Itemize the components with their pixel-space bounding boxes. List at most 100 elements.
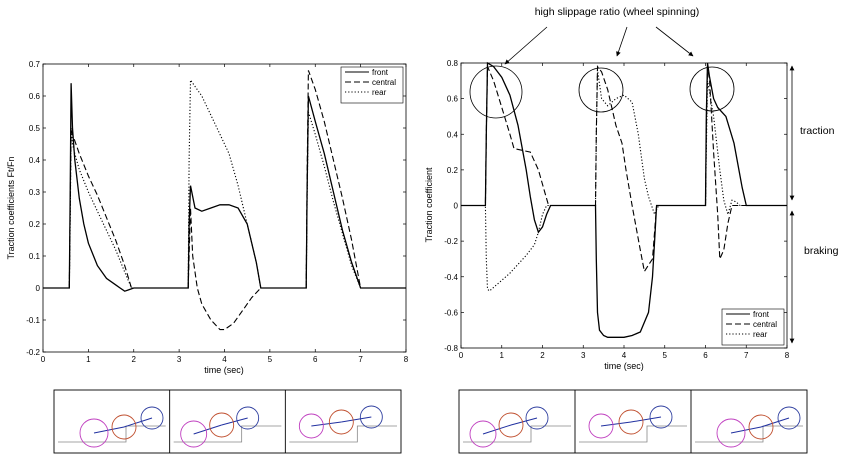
- ground-step: [695, 425, 803, 443]
- x-tick-label: 4: [622, 351, 627, 360]
- y-tick-label: 0.6: [29, 92, 41, 101]
- annotation-arrow-2: [616, 26, 628, 57]
- legend-label-central: central: [372, 78, 396, 87]
- y-tick-label: 0.5: [29, 124, 41, 133]
- legend-label-central: central: [753, 320, 777, 329]
- robot-wheel: [777, 406, 801, 430]
- series-line-front: [43, 83, 406, 292]
- y-tick-label: 0: [454, 202, 459, 211]
- x-tick-label: 6: [313, 355, 318, 364]
- robot-link: [221, 417, 248, 426]
- robot-link: [510, 417, 538, 426]
- slippage-annotation: high slippage ratio (wheel spinning): [535, 6, 700, 18]
- y-tick-label: 0.3: [29, 188, 41, 197]
- x-tick-label: 6: [703, 351, 708, 360]
- legend-label-front: front: [753, 310, 770, 319]
- legend-box: [721, 308, 785, 346]
- x-tick-label: 2: [132, 355, 137, 364]
- y-tick-label: 0: [36, 284, 41, 293]
- legend-box: [340, 66, 404, 104]
- ground-step: [58, 425, 166, 443]
- robot-wheel: [111, 414, 137, 440]
- robot-link: [341, 416, 372, 423]
- x-tick-label: 8: [785, 351, 790, 360]
- robot-wheel: [236, 406, 260, 430]
- series-line-central: [461, 65, 787, 273]
- x-axis-label-right: time (sec): [604, 361, 644, 371]
- y-tick-label: -0.8: [444, 344, 458, 353]
- robot-wheel: [180, 420, 208, 448]
- ground-step: [463, 425, 571, 443]
- y-axis-label-left: Traction coefficients Ft/Fn: [6, 156, 16, 259]
- robot-wheel: [140, 406, 164, 430]
- y-ticks-left: -0.2 -0.1 0 0.1 0.2 0.3 0.4 0.5 0.6 0.7: [26, 60, 406, 357]
- robot-wheel: [498, 412, 524, 438]
- x-tick-label: 1: [500, 351, 505, 360]
- robot-wheel: [588, 413, 614, 439]
- robot-wheel: [716, 418, 746, 448]
- robot-wheel: [525, 406, 549, 430]
- y-tick-label: 0.7: [29, 60, 41, 69]
- x-ticks-left: 0 1 2 3 4 5 6 7 8: [41, 64, 409, 364]
- robot-pose: [289, 405, 397, 443]
- y-tick-label: 0.1: [29, 252, 41, 261]
- x-tick-label: 7: [744, 351, 749, 360]
- x-tick-label: 5: [268, 355, 273, 364]
- series-right: [461, 61, 787, 338]
- y-tick-label: 0.4: [29, 156, 41, 165]
- robot-link: [193, 424, 222, 435]
- plot-area-left: [42, 63, 407, 353]
- slip-circle-2: [578, 67, 624, 113]
- series-line-front: [461, 61, 787, 338]
- y-tick-label: 0.8: [447, 59, 459, 68]
- robot-wheel: [209, 412, 235, 438]
- x-tick-label: 1: [86, 355, 91, 364]
- traction-label: traction: [800, 125, 835, 137]
- y-tick-label: -0.6: [444, 308, 458, 317]
- chart-left: -0.2 -0.1 0 0.1 0.2 0.3 0.4 0.5 0.6 0.7 0 1 2 3 4 5 6 7 8…: [6, 60, 409, 375]
- robot-wheel: [298, 413, 324, 439]
- x-tick-label: 4: [222, 355, 227, 364]
- y-tick-label: -0.1: [26, 316, 40, 325]
- robot-snapshots: [53, 389, 808, 454]
- series-line-central: [43, 70, 406, 331]
- robot-pose: [173, 406, 282, 448]
- robot-pose: [695, 406, 803, 448]
- ground-step: [173, 425, 282, 443]
- legend-label-rear: rear: [753, 330, 768, 339]
- x-tick-label: 5: [663, 351, 668, 360]
- robot-pose: [58, 406, 166, 448]
- x-tick-label: 7: [358, 355, 363, 364]
- robot-wheel: [328, 409, 354, 435]
- x-tick-label: 0: [459, 351, 464, 360]
- robot-link: [730, 426, 762, 434]
- annotation-arrow-1: [504, 26, 548, 65]
- robot-link: [630, 416, 662, 423]
- y-ticks-right: -0.8 -0.6 -0.4 -0.2 0 0.2 0.4 0.6 0.8: [444, 59, 787, 353]
- legend-label-front: front: [372, 68, 389, 77]
- robot-wheel: [469, 420, 497, 448]
- robot-wheel: [359, 405, 383, 429]
- y-tick-label: 0.4: [447, 130, 459, 139]
- x-axis-label-left: time (sec): [204, 365, 244, 375]
- robot-link: [600, 421, 632, 427]
- snapshot-strip: [53, 389, 402, 454]
- robot-link: [311, 421, 342, 427]
- robot-link: [123, 417, 153, 428]
- x-tick-label: 3: [177, 355, 182, 364]
- y-axis-label-right: Traction coefficient: [424, 167, 434, 243]
- robot-pose: [463, 406, 571, 448]
- y-tick-label: -0.4: [444, 273, 458, 282]
- series-left: [43, 70, 406, 331]
- annotation-arrow-3: [655, 26, 694, 57]
- x-tick-label: 2: [540, 351, 545, 360]
- robot-link: [760, 417, 790, 428]
- slip-circle-3: [689, 66, 735, 112]
- slip-circle-1: [469, 65, 523, 119]
- y-tick-label: -0.2: [444, 237, 458, 246]
- x-tick-label: 0: [41, 355, 46, 364]
- braking-label: braking: [804, 245, 839, 257]
